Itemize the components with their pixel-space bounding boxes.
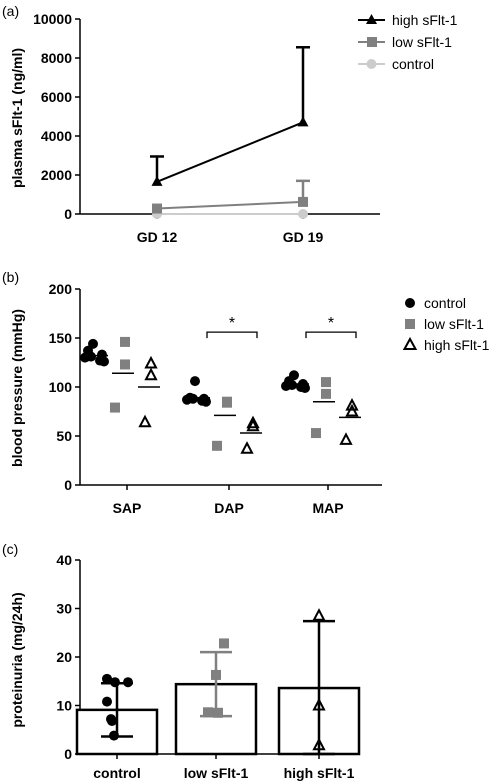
panel-b: (b) blood pressure (mmHg) 0 50 100 150 200 SA… [2,269,490,516]
data-point [107,716,117,727]
panel-b-y-tick-label: 50 [56,428,72,444]
data-point [298,209,308,219]
data-point [312,737,326,751]
data-point [144,355,158,369]
legend-label-high-sflt1: high sFlt-1 [424,337,490,353]
data-point [246,415,260,429]
legend-item-high-sflt1: high sFlt-1 [402,336,490,353]
data-point [339,432,353,445]
panel-a-label: (a) [2,3,19,19]
data-point [88,338,98,349]
panel-c-y-tick-label: 40 [56,552,72,568]
legend-item-low-sflt1: low sFlt-1 [405,316,484,332]
legend-label-low-sflt1: low sFlt-1 [392,34,452,50]
data-point [240,441,254,454]
panel-c-y-tick-label: 0 [64,746,72,762]
significance-bracket [206,331,258,339]
legend-item-control: control [358,56,434,72]
panel-b-ylabel: blood pressure (mmHg) [9,309,25,467]
panel-c-x-tick-label: control [93,765,140,781]
data-point [123,677,133,688]
data-point [211,669,221,680]
panel-c-y-tick-label: 10 [56,698,72,714]
legend-item-low-sflt1: low sFlt-1 [358,34,452,50]
panel-a-y-tick-label: 0 [64,206,72,222]
panel-a-x-tick-label: GD 19 [283,229,324,245]
data-point [109,730,119,741]
panel-a-x-tick-label: GD 12 [137,229,178,245]
data-point [222,397,232,408]
data-point [213,707,223,718]
panel-b-label: (b) [2,269,19,285]
significance-bracket [305,331,357,339]
data-point [120,359,130,370]
panel-a: (a) plasma sFlt-1 (ng/ml) 0 2000 4000 6000 8… [2,3,458,245]
data-point [246,418,260,432]
significance-marker: * [328,315,334,332]
data-point [212,440,222,451]
data-point [219,638,229,649]
series-line [156,200,304,210]
panel-b-y-tick-label: 150 [49,330,73,346]
data-point [152,203,162,214]
panel-a-ylabel: plasma sFlt-1 (ng/ml) [9,48,25,188]
legend-label-high-sflt1: high sFlt-1 [392,12,458,28]
panel-c: (c) proteinuria (mg/24h) 0 10 20 30 40 contro… [2,541,361,781]
panel-c-label: (c) [2,541,18,557]
data-point [201,396,211,407]
panel-c-y-tick-label: 30 [56,601,72,617]
data-point [312,697,326,711]
data-point [110,677,120,688]
data-point [188,393,198,404]
panel-a-y-tick-label: 8000 [41,50,72,66]
panel-b-x-tick-label: MAP [312,500,343,516]
data-point [99,356,109,367]
panel-c-ylabel: proteinuria (mg/24h) [9,592,25,727]
data-point [321,388,331,399]
data-point [345,403,359,417]
data-point [203,707,213,718]
significance-marker: * [229,315,235,332]
data-point [151,175,163,186]
data-point [144,367,158,381]
panel-a-y-tick-label: 10000 [33,11,72,27]
panel-c-y-tick-label: 20 [56,649,72,665]
data-point [110,402,120,413]
panel-b-y-tick-label: 100 [49,379,73,395]
legend-item-control: control [405,295,466,311]
data-point [321,377,331,388]
data-point [287,380,297,391]
panel-a-y-tick-label: 2000 [41,167,72,183]
legend-item-high-sflt1: high sFlt-1 [358,12,458,28]
legend-label-control: control [392,56,434,72]
panel-b-y-tick-label: 0 [64,477,72,493]
data-point [138,414,152,428]
data-point [120,336,130,347]
legend-label-low-sflt1: low sFlt-1 [424,316,484,332]
panel-c-x-tick-label: high sFlt-1 [284,765,355,781]
panel-c-x-tick-label: low sFlt-1 [184,765,249,781]
panel-b-x-tick-label: DAP [214,500,244,516]
data-point [298,196,308,207]
data-point [312,608,326,621]
panel-b-legend: control low sFlt-1 high sFlt-1 [402,295,490,353]
series-line [156,121,304,183]
panel-b-y-tick-label: 200 [49,281,73,297]
data-point [300,382,310,393]
panel-a-legend: high sFlt-1 low sFlt-1 control [358,12,458,72]
data-point [311,428,321,439]
data-point [190,376,200,387]
data-point [297,116,309,127]
data-point [102,673,112,684]
panel-b-x-tick-label: SAP [113,500,142,516]
data-point [345,397,359,411]
panel-a-y-tick-label: 4000 [41,128,72,144]
legend-label-control: control [424,295,466,311]
panel-a-y-tick-label: 6000 [41,89,72,105]
data-point [86,351,96,362]
data-point [102,696,112,707]
